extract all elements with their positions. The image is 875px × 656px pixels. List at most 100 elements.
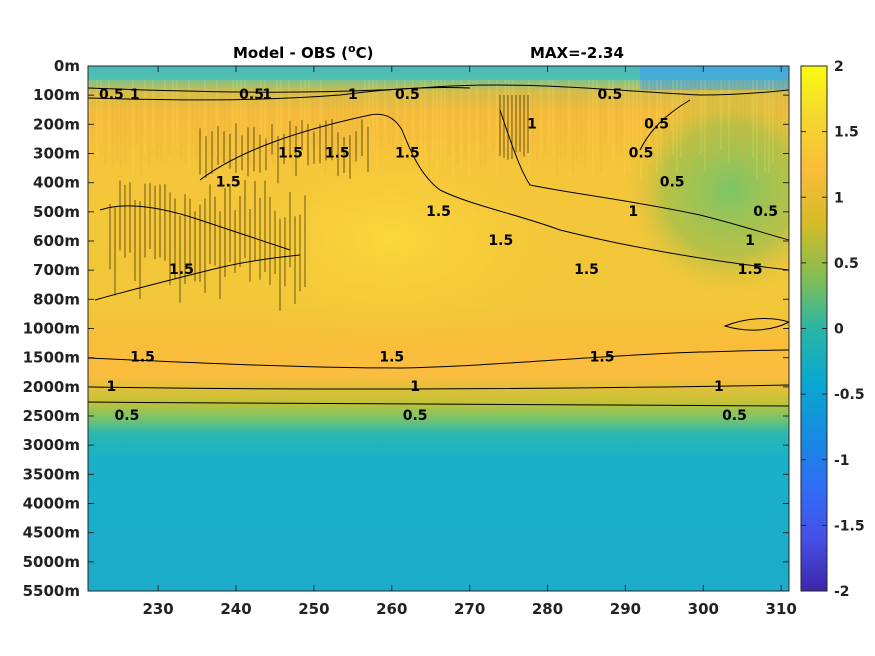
texture-stripe	[352, 80, 354, 165]
texture-stripe	[484, 80, 486, 168]
contour-label: 0.5	[644, 116, 669, 132]
heatmap-warm-core	[190, 130, 590, 350]
texture-stripe	[604, 80, 606, 144]
texture-stripe	[744, 80, 746, 165]
heatmap-surface-strip	[640, 66, 789, 90]
texture-stripe	[112, 80, 114, 167]
texture-stripe	[596, 80, 598, 156]
texture-stripe	[572, 80, 574, 175]
y-tick-label: 2500m	[23, 407, 80, 425]
texture-stripe	[528, 80, 530, 176]
texture-stripe	[360, 80, 362, 160]
max-label: MAX=-2.34	[530, 44, 624, 62]
texture-stripe	[448, 80, 450, 158]
colorbar-axis: 2 1.5 1 0.5 0 -0.5 -1 -1.5 -2	[801, 59, 865, 600]
texture-stripe	[516, 80, 518, 164]
texture-stripe	[560, 80, 562, 157]
texture-stripe	[712, 80, 714, 159]
texture-stripe	[548, 80, 550, 143]
contour-line-mid	[499, 109, 789, 241]
texture-stripe	[588, 80, 590, 150]
texture-stripe	[524, 80, 526, 154]
texture-stripe	[168, 80, 170, 155]
colorbar-tick-label: 1.5	[834, 125, 859, 141]
contour-line-ridge	[199, 113, 789, 271]
texture-stripe	[304, 80, 306, 167]
contour-label: 0.5	[660, 175, 685, 191]
texture-stripe	[776, 80, 778, 141]
texture-stripe	[212, 80, 214, 158]
y-tick-label: 400m	[33, 174, 80, 192]
contour-label: 1	[106, 379, 116, 395]
texture-stripe	[620, 80, 622, 153]
texture-stripe	[216, 80, 218, 158]
texture-stripe	[756, 80, 758, 179]
texture-stripe	[632, 80, 634, 152]
texture-stripe	[236, 80, 238, 175]
texture-stripe	[724, 80, 726, 163]
contour-label: 1.5	[169, 262, 194, 278]
texture-stripe	[384, 80, 386, 144]
texture-stripe	[372, 80, 374, 154]
texture-stripe	[420, 80, 422, 177]
texture-stripe	[120, 80, 122, 167]
texture-stripe	[676, 80, 678, 171]
texture-stripe	[252, 80, 254, 153]
contour-label: 1.5	[738, 262, 763, 278]
texture-stripe	[276, 80, 278, 144]
texture-stripe	[648, 80, 650, 163]
texture-stripe	[396, 80, 398, 142]
texture-stripe	[380, 80, 382, 151]
texture-stripe	[428, 80, 430, 176]
texture-stripe	[720, 80, 722, 150]
texture-stripe	[300, 80, 302, 169]
y-tick-label: 5000m	[23, 553, 80, 571]
texture-stripe	[436, 80, 438, 172]
contour-line-2000m	[88, 384, 789, 390]
texture-stripe	[624, 80, 626, 177]
texture-stripe	[348, 80, 350, 147]
texture-stripe	[176, 80, 178, 150]
colorbar-tick-label: -0.5	[834, 387, 865, 403]
texture-stripe	[540, 80, 542, 157]
texture-stripe	[208, 80, 210, 179]
y-tick-label: 2000m	[23, 378, 80, 396]
texture-stripe	[460, 80, 462, 171]
x-tick-label: 270	[454, 600, 485, 618]
colorbar-tick-label: 1	[834, 190, 844, 206]
texture-stripe	[196, 80, 198, 159]
x-axis: 230 240 250 260 270 280 290 300 310	[142, 66, 797, 618]
y-tick-label: 1000m	[23, 320, 80, 338]
contour-label: 1.5	[426, 204, 451, 220]
texture-stripe	[512, 80, 514, 153]
contour-label: 1	[348, 87, 358, 103]
texture-stripe	[476, 80, 478, 159]
texture-stripe	[652, 80, 654, 145]
texture-stripe	[144, 80, 146, 157]
x-tick-label: 230	[142, 600, 173, 618]
texture-stripe	[128, 80, 130, 148]
texture-stripe	[228, 80, 230, 170]
colorbar-tick-label: 0	[834, 322, 844, 338]
texture-stripe	[392, 80, 394, 148]
texture-stripe	[136, 80, 138, 145]
texture-stripe	[580, 80, 582, 154]
contour-label: 1.5	[379, 350, 404, 366]
texture-stripe	[404, 80, 406, 162]
texture-stripe	[424, 80, 426, 159]
texture-stripe	[736, 80, 738, 141]
texture-stripe	[296, 80, 298, 141]
texture-stripe	[184, 80, 186, 165]
texture-stripe	[432, 80, 434, 160]
contour-label: 0.5	[99, 87, 124, 103]
contour-line-1500m	[88, 349, 789, 369]
texture-stripe	[532, 80, 534, 144]
texture-stripe	[328, 80, 330, 160]
texture-stripe	[324, 80, 326, 174]
texture-stripe	[496, 80, 498, 179]
texture-stripe	[376, 80, 378, 169]
texture-stripe	[268, 80, 270, 141]
texture-stripe	[768, 80, 770, 174]
contour-label: 1.5	[130, 350, 155, 366]
texture-stripe	[284, 80, 286, 164]
